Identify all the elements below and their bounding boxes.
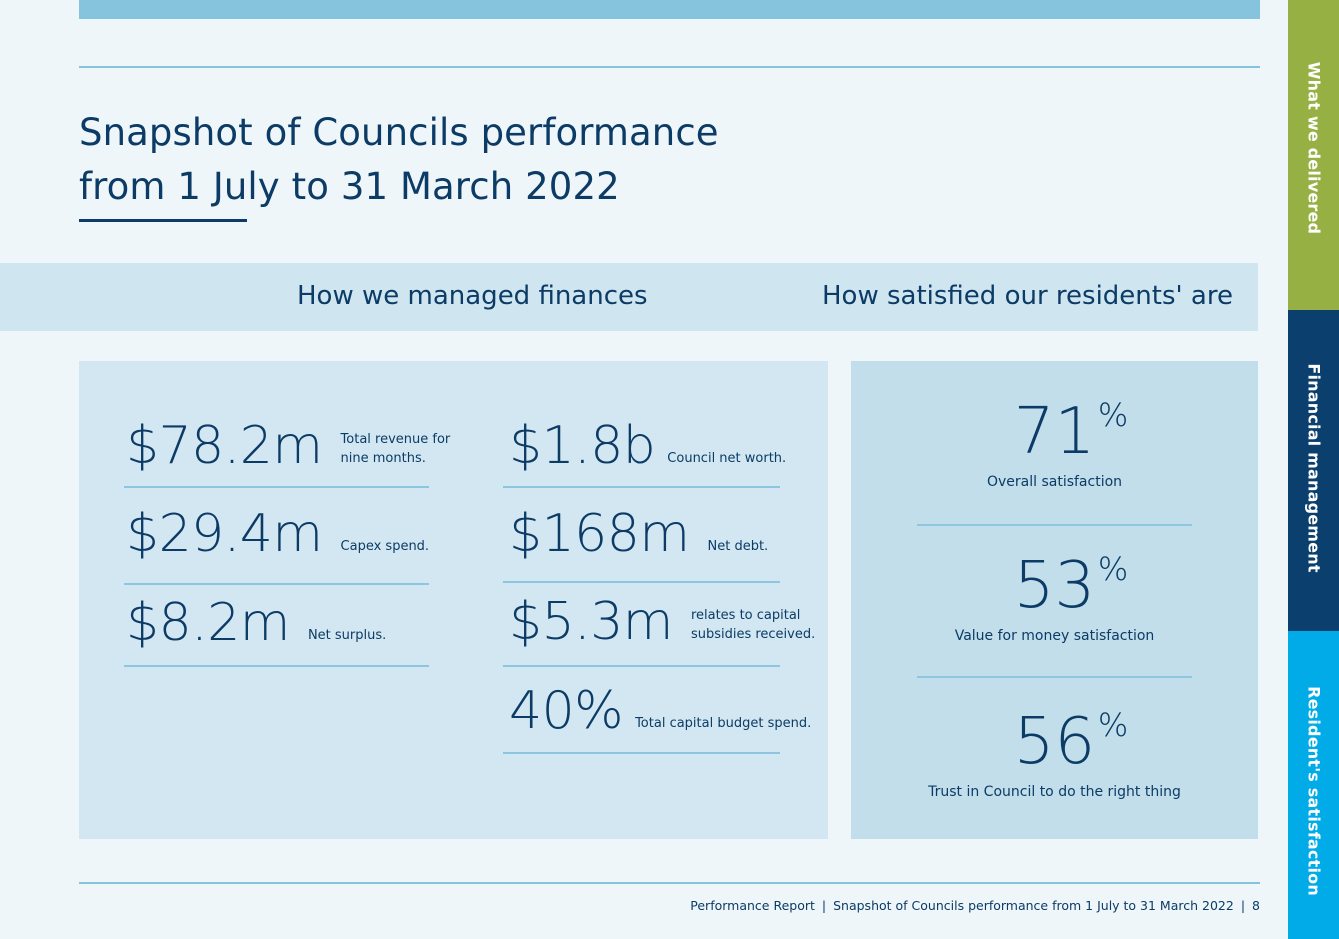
page-title-line-1: Snapshot of Councils performance xyxy=(79,111,719,154)
side-tab-label: Financial management xyxy=(1304,363,1323,573)
stat-capital-subsidies: $5.3m relates to capital subsidies recei… xyxy=(509,594,815,650)
stat-divider xyxy=(503,665,780,667)
side-tab-financial-management[interactable]: Financial management xyxy=(1288,310,1339,631)
stat-divider xyxy=(124,486,429,488)
stat-value: $78.2m xyxy=(126,416,323,476)
stat-value: $29.4m xyxy=(126,504,323,564)
satisfaction-overall: 71% Overall satisfaction xyxy=(851,398,1258,492)
side-tab-label: Resident's satisfaction xyxy=(1304,686,1323,896)
footer-section-name: Snapshot of Councils performance from 1 … xyxy=(833,898,1234,913)
title-underline xyxy=(79,219,247,222)
stat-divider xyxy=(503,486,780,488)
stat-council-net-worth: $1.8b Council net worth. xyxy=(509,418,786,474)
stat-description: Net debt. xyxy=(707,539,769,554)
stat-description: Total capital budget spend. xyxy=(635,716,812,731)
page-footer: Performance Report | Snapshot of Councils … xyxy=(690,896,1260,916)
header-divider xyxy=(79,66,1260,68)
stat-divider xyxy=(503,581,780,583)
percent-sign: % xyxy=(1097,706,1129,744)
stat-value: $168m xyxy=(509,504,690,564)
stat-value: $1.8b xyxy=(509,416,656,476)
stat-description: relates to capital subsidies received. xyxy=(690,608,816,642)
stat-value: $5.3m xyxy=(509,592,673,652)
stat-divider xyxy=(124,665,429,667)
satisfaction-value: 56% xyxy=(1013,705,1128,779)
satisfaction-number: 71 xyxy=(1013,395,1096,469)
satisfaction-label: Value for money satisfaction xyxy=(954,628,1155,644)
satisfaction-number: 56 xyxy=(1013,705,1096,779)
stat-divider xyxy=(124,583,429,585)
satisfaction-panel xyxy=(851,361,1258,839)
stat-value: 40% xyxy=(509,681,624,741)
section-heading-band xyxy=(0,263,1258,331)
percent-sign: % xyxy=(1097,396,1129,434)
satisfaction-value: 71% xyxy=(1013,395,1128,469)
side-tab-what-we-delivered[interactable]: What we delivered xyxy=(1288,0,1339,310)
footer-report-name: Performance Report xyxy=(690,898,815,913)
satisfaction-divider xyxy=(917,524,1192,526)
stat-description: Net surplus. xyxy=(307,628,387,643)
stat-description: Council net worth. xyxy=(667,451,787,466)
satisfaction-value-for-money: 53% Value for money satisfaction xyxy=(851,552,1258,646)
satisfaction-value: 53% xyxy=(1013,549,1128,623)
stat-description: Total revenue for nine months. xyxy=(340,432,451,466)
top-accent-bar xyxy=(79,0,1260,19)
satisfaction-label: Trust in Council to do the right thing xyxy=(928,784,1181,800)
page-title-line-2: from 1 July to 31 March 2022 xyxy=(79,165,620,208)
footer-separator: | xyxy=(821,898,827,913)
stat-total-revenue: $78.2m Total revenue for nine months. xyxy=(126,418,450,474)
satisfaction-trust: 56% Trust in Council to do the right thi… xyxy=(851,708,1258,802)
satisfaction-heading: How satisfied our residents' are xyxy=(822,281,1233,311)
stat-divider xyxy=(503,752,780,754)
side-tab-label: What we delivered xyxy=(1304,61,1323,235)
page-title: Snapshot of Councils performance from 1 … xyxy=(79,106,779,214)
footer-divider xyxy=(79,882,1260,884)
satisfaction-divider xyxy=(917,676,1192,678)
satisfaction-label: Overall satisfaction xyxy=(986,474,1123,490)
stat-capital-budget-spend: 40% Total capital budget spend. xyxy=(509,683,811,739)
footer-separator: | xyxy=(1240,898,1246,913)
stat-description: Capex spend. xyxy=(340,539,430,554)
finances-heading: How we managed finances xyxy=(297,281,648,311)
stat-net-debt: $168m Net debt. xyxy=(509,506,768,562)
stat-value: $8.2m xyxy=(126,593,290,653)
page-number: 8 xyxy=(1252,898,1260,913)
side-tab-residents-satisfaction[interactable]: Resident's satisfaction xyxy=(1288,631,1339,939)
finances-panel xyxy=(79,361,828,839)
stat-capex-spend: $29.4m Capex spend. xyxy=(126,506,429,562)
stat-net-surplus: $8.2m Net surplus. xyxy=(126,595,386,651)
percent-sign: % xyxy=(1097,550,1129,588)
satisfaction-number: 53 xyxy=(1013,549,1096,623)
